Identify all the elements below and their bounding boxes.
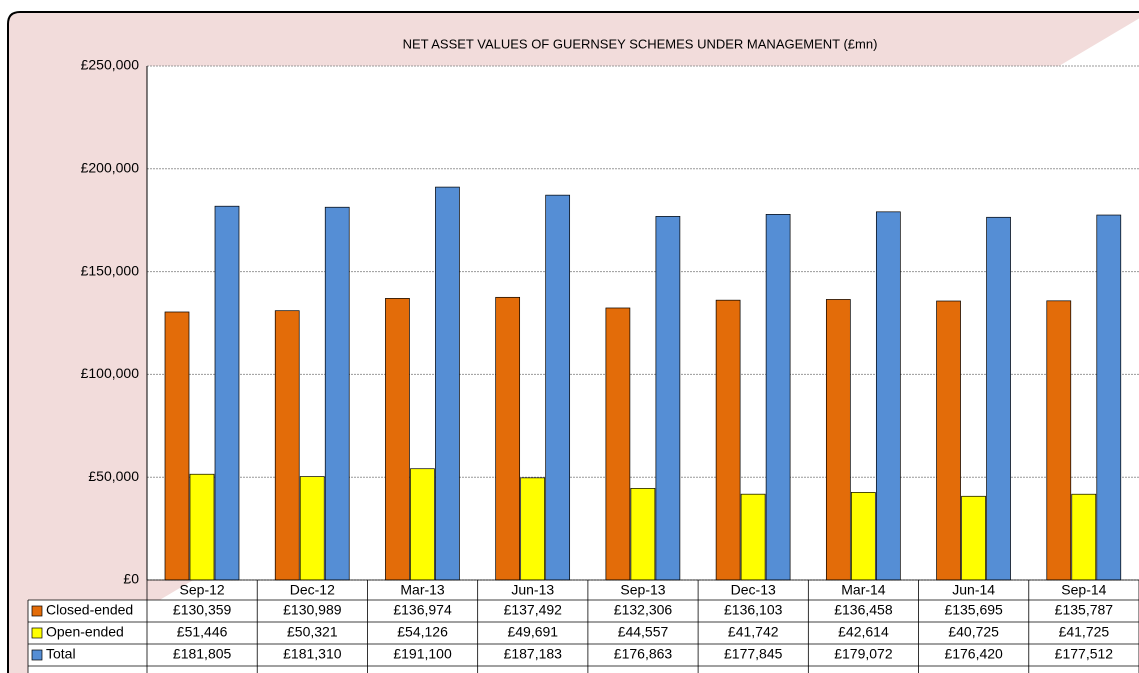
legend-label: Closed-ended bbox=[46, 602, 133, 618]
y-tick-label: £0 bbox=[123, 571, 139, 587]
data-label: £136,458 bbox=[834, 602, 893, 618]
data-label: £176,863 bbox=[614, 646, 673, 662]
bar bbox=[825, 299, 851, 581]
legend-swatch bbox=[31, 649, 43, 661]
data-label: £41,725 bbox=[1059, 624, 1110, 640]
data-label: £137,492 bbox=[504, 602, 563, 618]
data-label: £44,557 bbox=[618, 624, 669, 640]
y-tick-label: £250,000 bbox=[81, 57, 140, 73]
bar bbox=[214, 205, 240, 581]
bar bbox=[715, 299, 741, 581]
legend-swatch bbox=[31, 627, 43, 639]
y-tick-label: £200,000 bbox=[81, 160, 140, 176]
legend-label: Open-ended bbox=[46, 624, 124, 640]
bar bbox=[630, 488, 656, 581]
legend-swatch bbox=[31, 605, 43, 617]
y-tick-label: £100,000 bbox=[81, 365, 140, 381]
data-label: £181,310 bbox=[283, 646, 342, 662]
bar bbox=[495, 296, 521, 581]
data-label: £135,787 bbox=[1055, 602, 1114, 618]
data-label: £40,725 bbox=[948, 624, 999, 640]
bar bbox=[936, 300, 961, 581]
x-tick-label: Sep-14 bbox=[1061, 582, 1106, 598]
data-label: £187,183 bbox=[504, 646, 563, 662]
y-tick-label: £150,000 bbox=[81, 262, 140, 278]
bar bbox=[605, 307, 631, 581]
data-label: £136,103 bbox=[724, 602, 783, 618]
data-label: £49,691 bbox=[507, 624, 558, 640]
bar bbox=[765, 214, 791, 581]
bar bbox=[324, 206, 350, 581]
data-label: £54,126 bbox=[397, 624, 448, 640]
bar bbox=[520, 477, 546, 581]
data-label: £41,742 bbox=[728, 624, 779, 640]
bar bbox=[986, 216, 1011, 581]
data-label: £191,100 bbox=[393, 646, 452, 662]
data-label: £179,072 bbox=[834, 646, 893, 662]
bar bbox=[961, 495, 986, 581]
bar bbox=[189, 473, 215, 581]
bar bbox=[655, 216, 681, 581]
y-tick-label: £50,000 bbox=[88, 468, 139, 484]
bar bbox=[410, 468, 435, 581]
bar bbox=[1046, 300, 1072, 581]
bar bbox=[850, 492, 876, 581]
bar bbox=[435, 186, 460, 581]
data-table-bg bbox=[28, 600, 1139, 673]
x-tick-label: Jun-13 bbox=[511, 582, 554, 598]
bar bbox=[1071, 493, 1097, 581]
data-label: £181,805 bbox=[173, 646, 232, 662]
x-tick-label: Jun-14 bbox=[952, 582, 995, 598]
data-label: £136,974 bbox=[393, 602, 452, 618]
legend-label: Total bbox=[46, 646, 76, 662]
bar bbox=[1096, 214, 1122, 581]
chart-title: NET ASSET VALUES OF GUERNSEY SCHEMES UND… bbox=[403, 36, 878, 51]
x-tick-label: Mar-13 bbox=[400, 582, 445, 598]
data-label: £130,359 bbox=[173, 602, 232, 618]
bar bbox=[875, 211, 901, 581]
x-tick-label: Dec-13 bbox=[731, 582, 776, 598]
data-label: £130,989 bbox=[283, 602, 342, 618]
bar bbox=[299, 476, 325, 581]
bar bbox=[164, 311, 190, 581]
bar bbox=[385, 298, 410, 581]
bar bbox=[740, 493, 766, 581]
data-label: £177,845 bbox=[724, 646, 783, 662]
data-label: £51,446 bbox=[177, 624, 228, 640]
bar bbox=[545, 194, 571, 581]
data-label: £177,512 bbox=[1055, 646, 1114, 662]
x-tick-label: Sep-12 bbox=[180, 582, 225, 598]
data-label: £176,420 bbox=[944, 646, 1003, 662]
x-tick-label: Mar-14 bbox=[841, 582, 886, 598]
x-tick-label: Sep-13 bbox=[620, 582, 665, 598]
bar bbox=[274, 310, 300, 581]
data-label: £50,321 bbox=[287, 624, 338, 640]
data-label: £132,306 bbox=[614, 602, 673, 618]
x-tick-label: Dec-12 bbox=[290, 582, 335, 598]
data-label: £42,614 bbox=[838, 624, 889, 640]
data-label: £135,695 bbox=[944, 602, 1003, 618]
